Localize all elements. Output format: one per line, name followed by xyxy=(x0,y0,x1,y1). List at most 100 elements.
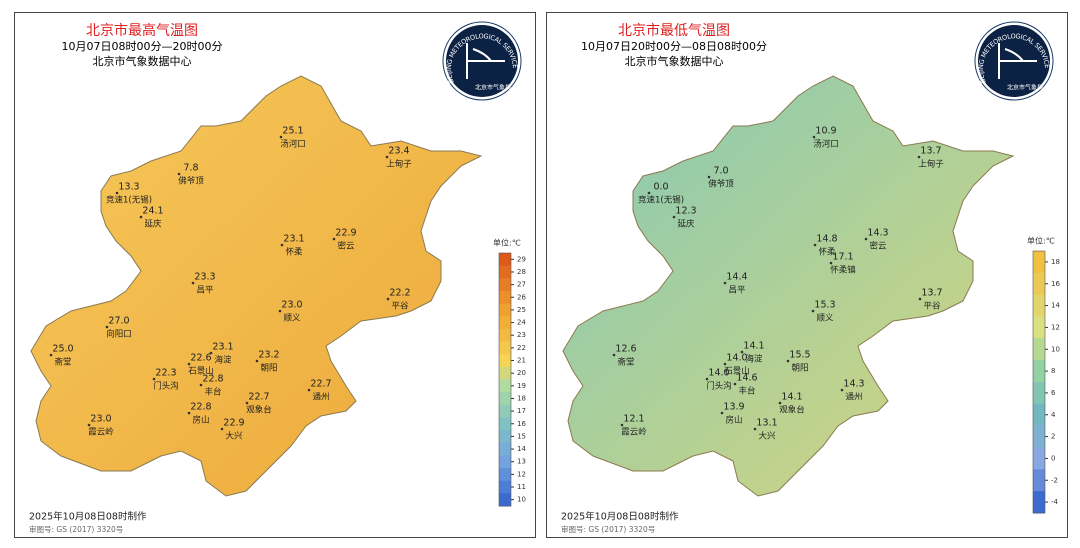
station-name: 平谷 xyxy=(923,302,941,312)
legend-tick-label: 14 xyxy=(517,445,526,453)
legend-swatch xyxy=(499,392,511,406)
station-value: 22.7 xyxy=(310,379,331,390)
station-dot xyxy=(220,427,224,431)
station-dot xyxy=(812,135,816,139)
station-value: 10.9 xyxy=(815,126,836,137)
legend-tick-label: 16 xyxy=(1051,280,1060,288)
panel-max: 北京市最高气温图 10月07日08时00分—20时00分 北京市气象数据中心 BEIJ… xyxy=(14,12,536,538)
station-dot xyxy=(177,172,181,176)
station-name: 密云 xyxy=(869,241,887,252)
station-value: 14.8 xyxy=(816,234,837,245)
station-dot xyxy=(612,353,616,357)
station-value: 14.1 xyxy=(743,341,764,352)
legend-swatch xyxy=(499,430,511,444)
legend-swatch xyxy=(1033,403,1045,427)
station-name: 向阳口 xyxy=(106,329,132,340)
station-name: 门头沟 xyxy=(706,381,732,392)
station-value: 14.3 xyxy=(867,228,888,239)
station-value: 14.0 xyxy=(726,353,747,364)
station-value: 14.0 xyxy=(708,368,729,379)
station-value: 14.4 xyxy=(726,272,747,283)
station-dot xyxy=(786,359,790,363)
station-name: 通州 xyxy=(312,392,329,403)
station-value: 7.8 xyxy=(183,163,198,174)
station-name: 朝阳 xyxy=(260,364,277,374)
legend-swatch xyxy=(1033,251,1045,274)
station-name: 房山 xyxy=(192,415,209,426)
station-name: 昌平 xyxy=(728,286,746,296)
station-name: 观象台 xyxy=(779,405,805,416)
logo-icon xyxy=(998,43,1037,79)
station-name: 汤河口 xyxy=(280,139,306,150)
station-name: 斋堂 xyxy=(617,357,634,368)
station-name: 上甸子 xyxy=(918,159,944,170)
station-value: 22.7 xyxy=(248,392,269,403)
station-value: 13.7 xyxy=(920,146,941,157)
station-value: 12.6 xyxy=(615,344,636,355)
subtitle: 10月07日08时00分—20时00分 xyxy=(62,40,223,53)
station-value: 12.1 xyxy=(623,414,644,425)
legend-swatch xyxy=(1033,360,1045,383)
station-name: 石景山 xyxy=(188,366,214,377)
legend-tick-label: 2 xyxy=(1051,433,1055,441)
station-value: 23.4 xyxy=(388,146,409,157)
station-value: 23.1 xyxy=(212,342,233,353)
station-dot xyxy=(918,297,922,301)
station-name: 平谷 xyxy=(391,302,409,312)
legend-tick-label: 10 xyxy=(1051,345,1060,353)
legend-tick-label: 11 xyxy=(517,483,526,491)
station-name: 延庆 xyxy=(677,219,695,230)
station-dot xyxy=(191,281,195,285)
station-name: 怀柔 xyxy=(285,247,303,258)
legend-tick-label: 25 xyxy=(517,306,526,314)
legend-swatch xyxy=(1033,316,1045,339)
legend-swatch xyxy=(499,265,511,279)
title: 北京市最高气温图 xyxy=(86,22,198,39)
legend-tick-label: 23 xyxy=(517,331,526,339)
legend-swatch xyxy=(499,404,511,418)
legend-tick-label: 16 xyxy=(517,420,526,428)
station-dot xyxy=(115,191,119,195)
station-value: 22.2 xyxy=(389,288,410,299)
legend-tick-label: 4 xyxy=(1051,411,1056,419)
station-dot xyxy=(255,359,259,363)
map-outline xyxy=(562,75,1015,497)
station-dot xyxy=(672,215,676,219)
legend-tick-label: 20 xyxy=(517,369,526,377)
station-value: 7.0 xyxy=(713,166,728,177)
legend-swatch xyxy=(499,341,511,355)
legend-swatch xyxy=(499,278,511,292)
legend-swatch xyxy=(499,455,511,469)
legend-tick-label: 13 xyxy=(517,458,526,466)
station-value: 0.0 xyxy=(653,182,668,193)
station-value: 22.8 xyxy=(190,402,211,413)
station-name: 竞速1(无锡) xyxy=(638,195,684,206)
station-name: 密云 xyxy=(337,241,355,252)
station-dot xyxy=(152,377,156,381)
station-dot xyxy=(280,243,284,247)
legend-swatch xyxy=(499,328,511,343)
station-dot xyxy=(753,427,757,431)
legend-swatch xyxy=(1033,294,1045,317)
legend-tick-label: 14 xyxy=(1051,302,1060,310)
legend-swatch xyxy=(499,316,511,330)
map-min: 北京市最低气温图10月07日20时00分—08日08时00分北京市气象数据中心B… xyxy=(561,21,1060,534)
footer: 2025年10月08日08时制作 xyxy=(29,511,147,523)
station-dot xyxy=(733,382,737,386)
station-name: 汤河口 xyxy=(813,139,839,150)
legend-tick-label: 6 xyxy=(1051,389,1056,397)
station-name: 大兴 xyxy=(225,431,243,442)
legend-swatch xyxy=(499,480,511,494)
station-name: 竞速1(无锡) xyxy=(106,195,152,206)
station-name: 怀柔镇 xyxy=(830,265,856,276)
legend-swatch xyxy=(1033,425,1045,448)
station-value: 23.2 xyxy=(258,350,279,361)
station-dot xyxy=(740,350,744,354)
station-name: 朝阳 xyxy=(791,364,808,374)
legend-swatch xyxy=(1033,338,1045,361)
station-dot xyxy=(199,383,203,387)
station-name: 海淀 xyxy=(214,355,232,366)
station-dot xyxy=(620,423,624,427)
legend-swatch xyxy=(1033,491,1045,514)
